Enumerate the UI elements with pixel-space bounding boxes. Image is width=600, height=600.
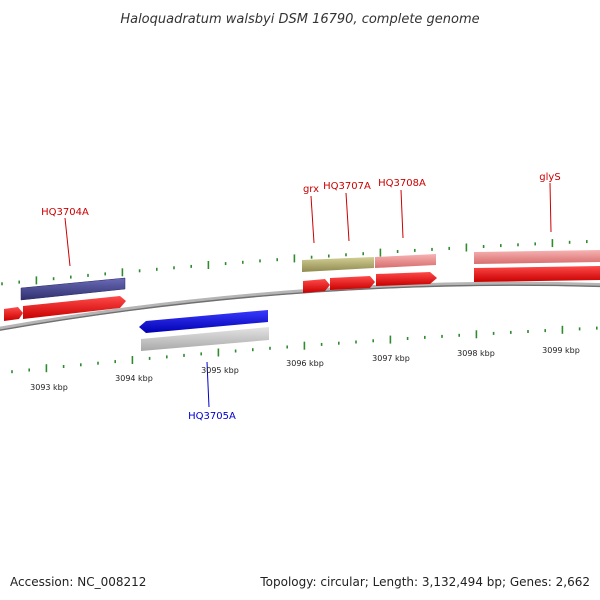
gene-label-hq3705a[interactable]: HQ3705A (188, 411, 236, 422)
cds-arrow-1[interactable] (4, 307, 23, 321)
gene-label-glys[interactable]: glyS (539, 172, 560, 183)
chromosome-backbone (0, 281, 600, 331)
cds-arrow-grx[interactable] (303, 279, 330, 293)
scale-label: 3096 kbp (286, 359, 324, 368)
scale-label: 3093 kbp (30, 383, 68, 392)
scale-label: 3097 kbp (372, 354, 410, 363)
feature-grey-hq3705a[interactable] (141, 327, 269, 351)
scale-label: 3099 kbp (542, 346, 580, 355)
scale-label: 3098 kbp (457, 349, 495, 358)
label-leaders (64, 182, 552, 408)
scale-label: 3094 kbp (115, 374, 153, 383)
scale-ticks (1, 239, 598, 374)
map-title: Haloquadratum walsbyi DSM 16790, complet… (120, 12, 479, 27)
gene-label-grx[interactable]: grx (303, 184, 319, 195)
accession-text: Accession: NC_008212 (10, 575, 146, 589)
gene-label-hq3707a[interactable]: HQ3707A (323, 181, 371, 192)
cds-arrow-hq3708a[interactable] (376, 272, 437, 286)
cds-arrow-glys[interactable] (474, 266, 600, 282)
cds-arrow-hq3704a[interactable] (23, 296, 126, 319)
cds-arrow-hq3705a[interactable] (139, 310, 268, 333)
feature-pink-hq3707a[interactable] (375, 254, 436, 268)
feature-olive-grx[interactable] (302, 257, 374, 272)
gene-label-hq3704a[interactable]: HQ3704A (41, 207, 89, 218)
feature-pink-glys[interactable] (474, 250, 600, 264)
gene-label-hq3708a[interactable]: HQ3708A (378, 178, 426, 189)
genome-summary-text: Topology: circular; Length: 3,132,494 bp… (259, 575, 590, 589)
scale-label: 3095 kbp (201, 366, 239, 375)
cds-arrow-hq3707a[interactable] (330, 276, 375, 290)
feature-purple-hq3704a[interactable] (20, 277, 126, 301)
